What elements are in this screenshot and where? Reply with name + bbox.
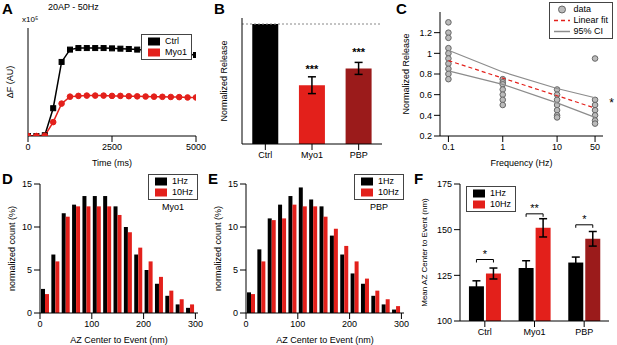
svg-text:1: 1 [427, 49, 432, 59]
svg-text:5: 5 [27, 265, 32, 275]
svg-text:2500: 2500 [102, 142, 122, 152]
svg-text:normalized count (%): normalized count (%) [213, 206, 223, 291]
svg-text:5: 5 [233, 265, 238, 275]
svg-text:0: 0 [37, 319, 42, 329]
html-text:Myo1: Myo1 [165, 47, 187, 57]
svg-text:50: 50 [590, 142, 600, 152]
html-text:D: D [2, 170, 13, 187]
svg-text:0.2: 0.2 [419, 131, 432, 141]
html-text:1Hz: 1Hz [378, 176, 394, 186]
svg-text:5000: 5000 [186, 142, 206, 152]
svg-text:0.4: 0.4 [419, 111, 432, 121]
svg-text:**: ** [530, 202, 539, 214]
svg-text:15: 15 [228, 179, 238, 189]
svg-text:AZ Center to Event (nm): AZ Center to Event (nm) [70, 335, 168, 345]
svg-text:1: 1 [500, 142, 505, 152]
html-text:1Hz: 1Hz [172, 176, 188, 186]
svg-text:200: 200 [136, 319, 151, 329]
svg-text:Myo1: Myo1 [523, 327, 545, 337]
svg-text:0.1: 0.1 [442, 142, 455, 152]
svg-text:PBP: PBP [350, 150, 368, 160]
svg-text:***: *** [352, 46, 366, 58]
svg-text:150: 150 [437, 225, 452, 235]
svg-text:Frequency (Hz): Frequency (Hz) [490, 158, 552, 168]
html-text:1Hz: 1Hz [490, 188, 506, 198]
svg-text:*: * [582, 213, 587, 225]
svg-text:AZ Center to Event (nm): AZ Center to Event (nm) [276, 335, 374, 345]
html-text:10Hz: 10Hz [490, 199, 511, 209]
html-text:20AP - 50Hz: 20AP - 50Hz [48, 2, 99, 12]
svg-text:0: 0 [27, 308, 32, 318]
svg-text:Normalized Release: Normalized Release [219, 40, 229, 121]
svg-text:10: 10 [228, 222, 238, 232]
svg-text:10: 10 [552, 142, 562, 152]
svg-text:normalized count (%): normalized count (%) [7, 206, 17, 291]
svg-text:Mean AZ Center to Event (nm): Mean AZ Center to Event (nm) [420, 198, 429, 307]
svg-text:100: 100 [84, 319, 99, 329]
html-text:C: C [396, 0, 407, 17]
svg-text:Ctrl: Ctrl [258, 150, 272, 160]
html-text:10Hz: 10Hz [378, 187, 399, 197]
svg-text:0.6: 0.6 [419, 90, 432, 100]
svg-text:100: 100 [290, 319, 305, 329]
svg-text:300: 300 [188, 319, 203, 329]
svg-text:PBP: PBP [575, 327, 593, 337]
html-text:x10⁵: x10⁵ [22, 15, 39, 24]
html-text:B: B [214, 0, 225, 17]
svg-text:200: 200 [342, 319, 357, 329]
svg-text:300: 300 [394, 319, 409, 329]
svg-text:Myo1: Myo1 [301, 150, 323, 160]
svg-text:0: 0 [233, 308, 238, 318]
html-text:Ctrl: Ctrl [165, 36, 179, 46]
html-text:Linear fit: Linear fit [573, 15, 608, 25]
svg-text:***: *** [306, 63, 320, 75]
html-text:PBP: PBP [370, 202, 388, 212]
html-text:E: E [208, 170, 218, 187]
svg-text:10: 10 [22, 222, 32, 232]
svg-text:ΔF (AU): ΔF (AU) [5, 66, 15, 99]
svg-text:Ctrl: Ctrl [478, 327, 492, 337]
html-text:Myo1: Myo1 [162, 202, 184, 212]
svg-text:0: 0 [243, 319, 248, 329]
svg-text:*: * [483, 248, 488, 260]
svg-text:175: 175 [437, 179, 452, 189]
svg-text:Time (ms): Time (ms) [92, 158, 132, 168]
html-text:F: F [414, 170, 424, 187]
svg-text:125: 125 [437, 271, 452, 281]
html-text:A: A [2, 0, 13, 17]
svg-text:100: 100 [437, 316, 452, 326]
html-text:data: data [573, 4, 591, 14]
svg-text:1.2: 1.2 [419, 28, 432, 38]
svg-text:Normalized Release: Normalized Release [401, 33, 411, 114]
svg-text:0.8: 0.8 [419, 69, 432, 79]
svg-text:15: 15 [22, 179, 32, 189]
html-text:10Hz: 10Hz [172, 187, 193, 197]
html-text:95% CI: 95% CI [573, 26, 603, 36]
svg-text:0: 0 [25, 142, 30, 152]
